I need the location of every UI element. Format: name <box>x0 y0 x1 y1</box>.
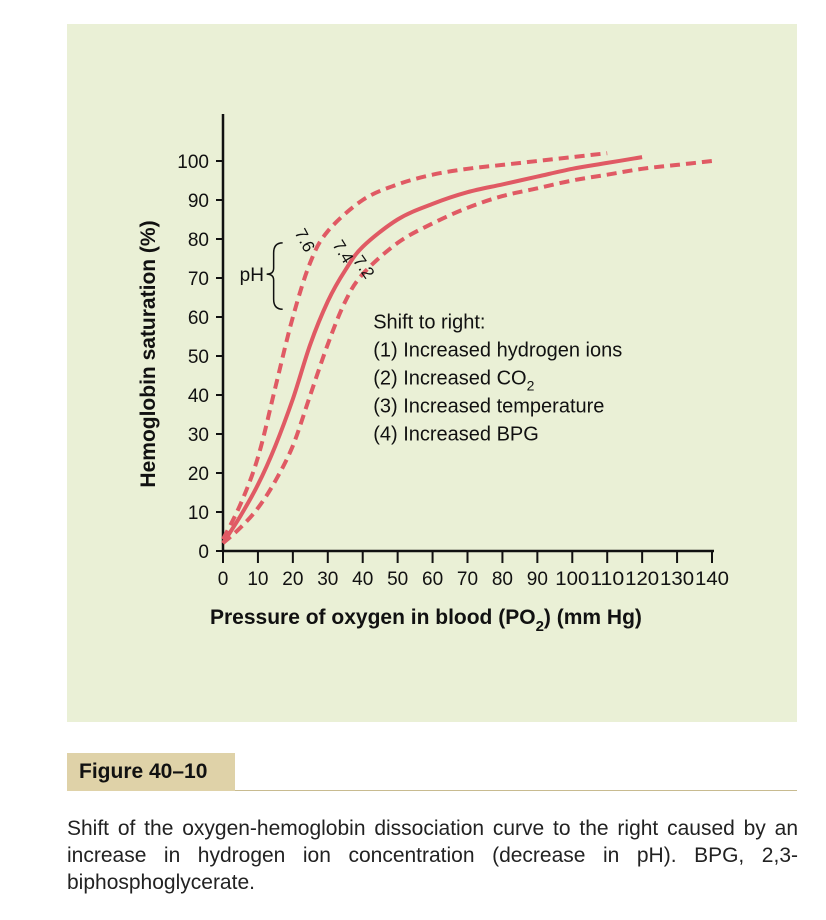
annotation-line: (4) Increased BPG <box>373 424 539 446</box>
curve-ph-7-6 <box>221 151 608 541</box>
x-tick-label: 130 <box>660 569 694 590</box>
x-axis-title-main: Pressure of oxygen in blood (PO <box>210 606 536 629</box>
x-tick-label: 140 <box>695 569 729 590</box>
x-tick-label: 90 <box>527 569 548 590</box>
x-tick-label: 10 <box>247 569 268 590</box>
x-tick-label: 20 <box>282 569 303 590</box>
x-tick-label: 120 <box>625 569 659 590</box>
chart-curves <box>221 151 713 545</box>
curve-ph-7-2 <box>221 159 713 545</box>
annotation-line: (1) Increased hydrogen ions <box>373 340 622 362</box>
x-tick-label: 50 <box>387 569 408 590</box>
ph-brace <box>266 242 283 310</box>
x-axis-title-subscript: 2 <box>536 618 544 635</box>
curve-ph-7-4 <box>221 155 643 545</box>
y-tick-label: 30 <box>188 425 209 446</box>
ph-label: pH <box>240 265 264 286</box>
annotation-heading: Shift to right: <box>373 312 485 334</box>
figure-caption: Shift of the oxygen-hemoglobin dissociat… <box>67 817 798 894</box>
y-tick-label: 90 <box>188 191 209 212</box>
x-tick-label: 70 <box>457 569 478 590</box>
x-tick-label: 40 <box>352 569 373 590</box>
x-axis-title: Pressure of oxygen in blood (PO2) (mm Hg… <box>210 606 642 635</box>
y-tick-label: 60 <box>188 308 209 329</box>
figure-panel: 0 10 20 30 40 50 60 70 80 90 100 0 10 20 30 40 50 60 70 80 9… <box>67 24 797 722</box>
x-tick-label: 80 <box>492 569 513 590</box>
x-tick-label: 100 <box>555 569 589 590</box>
x-tick-label: 60 <box>422 569 443 590</box>
annotation-line-text: (4) Increased BPG <box>373 424 539 446</box>
x-tick-label: 30 <box>317 569 338 590</box>
annotation-line-subscript: 2 <box>527 378 535 394</box>
chart-ticks: 0 10 20 30 40 50 60 70 80 90 100 0 10 20 30 40 50 60 70 80 9… <box>177 152 729 590</box>
y-axis-title: Hemoglobin saturation (%) <box>137 220 160 487</box>
figure-label: Figure 40–10 <box>67 753 235 791</box>
y-tick-label: 50 <box>188 347 209 368</box>
annotation-line: (2) Increased CO2 <box>373 368 534 394</box>
y-tick-label: 20 <box>188 464 209 485</box>
x-tick-label: 0 <box>218 569 229 590</box>
y-tick-label: 0 <box>198 542 209 563</box>
figure-label-rule <box>235 790 797 791</box>
annotation-line: (3) Increased temperature <box>373 396 604 418</box>
oxygen-hemoglobin-dissociation-chart: 0 10 20 30 40 50 60 70 80 90 100 0 10 20 30 40 50 60 70 80 9… <box>137 114 729 635</box>
annotation-line-text: (3) Increased temperature <box>373 396 604 418</box>
y-tick-label: 70 <box>188 269 209 290</box>
y-tick-label: 100 <box>177 152 209 173</box>
annotation-line-text: (2) Increased CO <box>373 368 526 390</box>
y-tick-label: 10 <box>188 503 209 524</box>
annotation-line-text: (1) Increased hydrogen ions <box>373 340 622 362</box>
curve-label-ph-7-6: 7.6 <box>291 225 319 255</box>
x-axis-title-end: ) (mm Hg) <box>544 606 642 629</box>
x-tick-label: 110 <box>590 569 624 590</box>
y-tick-label: 40 <box>188 386 209 407</box>
y-tick-label: 80 <box>188 230 209 251</box>
